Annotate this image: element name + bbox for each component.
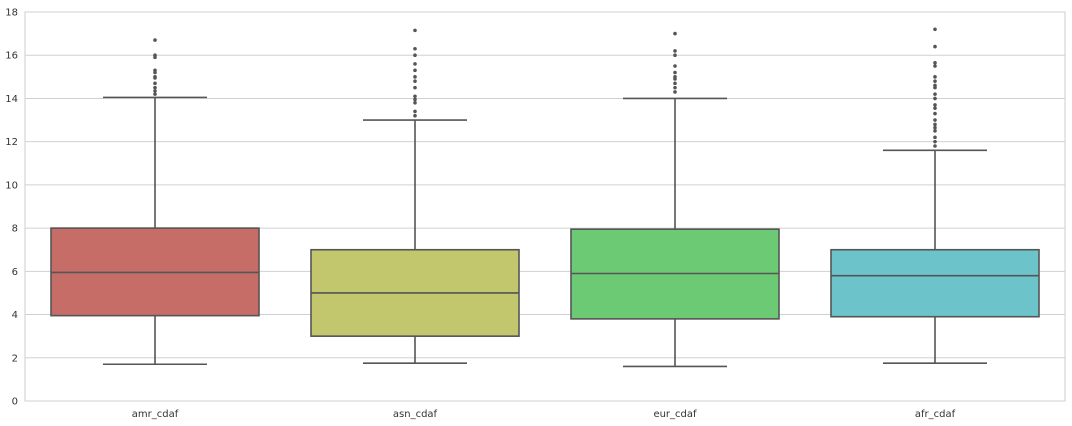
outlier-point <box>933 96 937 101</box>
outlier-point <box>673 81 677 86</box>
y-tick-label: 16 <box>5 51 18 62</box>
outlier-point <box>413 85 417 90</box>
outlier-point <box>413 97 417 102</box>
outlier-point <box>153 38 157 42</box>
outlier-point <box>933 27 937 32</box>
x-tick-label: asn_cdaf <box>393 409 438 420</box>
outlier-point <box>933 118 937 122</box>
outlier-point <box>673 64 677 68</box>
outlier-point <box>673 85 677 90</box>
outlier-point <box>673 70 677 75</box>
outlier-point <box>413 28 417 33</box>
outlier-point <box>933 122 937 127</box>
outlier-point <box>673 31 677 36</box>
outlier-point <box>673 75 677 79</box>
outlier-point <box>153 68 157 73</box>
y-tick-label: 0 <box>12 397 18 408</box>
outlier-point <box>413 79 417 83</box>
outlier-point <box>933 83 937 88</box>
y-tick-label: 10 <box>5 180 18 191</box>
outlier-point <box>933 44 937 49</box>
outlier-point <box>673 90 677 94</box>
outlier-point <box>413 46 417 51</box>
outlier-point <box>413 100 417 105</box>
outlier-point <box>153 75 157 79</box>
y-tick-label: 12 <box>5 137 18 148</box>
x-tick-label: eur_cdaf <box>653 409 697 420</box>
outlier-point <box>933 139 937 144</box>
outlier-point <box>413 94 417 99</box>
y-tick-label: 6 <box>12 267 18 278</box>
outlier-point <box>933 75 937 79</box>
outlier-point <box>153 85 157 90</box>
outlier-point <box>933 111 937 116</box>
y-tick-label: 2 <box>12 353 18 364</box>
outlier-point <box>933 60 937 65</box>
outlier-point <box>413 68 417 73</box>
outlier-point <box>153 53 157 58</box>
outlier-point <box>413 113 417 118</box>
y-tick-label: 8 <box>12 224 18 235</box>
y-tick-label: 4 <box>12 310 18 321</box>
outlier-point <box>413 109 417 114</box>
outlier-point <box>933 64 937 68</box>
box-afr_cdaf <box>830 248 1040 318</box>
outlier-point <box>413 62 417 66</box>
outlier-point <box>153 81 157 86</box>
x-tick-label: amr_cdaf <box>132 409 179 420</box>
outlier-point <box>933 106 937 110</box>
outlier-point <box>933 144 937 148</box>
x-tick-label: afr_cdaf <box>915 409 956 420</box>
outlier-point <box>933 135 937 140</box>
outlier-point <box>673 49 677 53</box>
outlier-point <box>933 103 937 107</box>
outlier-point <box>933 92 937 96</box>
plot-area <box>24 11 1066 402</box>
y-tick-label: 14 <box>5 94 18 105</box>
outlier-point <box>153 92 157 96</box>
outlier-point <box>413 75 417 79</box>
outlier-point <box>933 79 937 83</box>
y-tick-label: 18 <box>5 8 18 19</box>
outlier-point <box>933 125 937 130</box>
outlier-point <box>153 89 157 93</box>
outlier-point <box>673 53 677 58</box>
outlier-point <box>933 129 937 133</box>
outlier-point <box>413 53 417 58</box>
